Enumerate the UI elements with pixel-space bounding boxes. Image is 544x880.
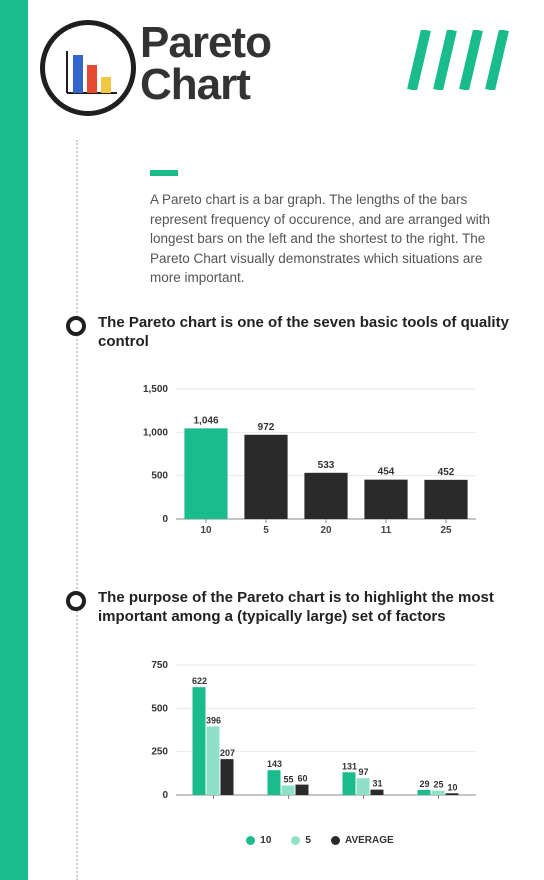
pareto-chart-2: 0 250 500 750 622 396 207 14355 60 13197 31 29 25 10 <box>126 655 486 825</box>
svg-text:622: 622 <box>192 676 207 686</box>
svg-text:25: 25 <box>433 779 443 789</box>
svg-text:143: 143 <box>267 759 282 769</box>
title-line1: Pareto <box>140 22 271 64</box>
slashes-icon <box>404 30 514 90</box>
svg-text:533: 533 <box>318 460 335 471</box>
legend-dot <box>291 836 300 845</box>
svg-text:1,046: 1,046 <box>193 416 218 427</box>
section-2: The purpose of the Pareto chart is to hi… <box>66 589 514 846</box>
logo-circle <box>40 20 136 116</box>
legend-item: 5 <box>291 835 311 846</box>
chart-2-wrap: 0 250 500 750 622 396 207 14355 60 13197 31 29 25 10 … <box>126 655 514 846</box>
svg-text:454: 454 <box>378 467 395 478</box>
section-1: The Pareto chart is one of the seven bas… <box>66 314 514 550</box>
svg-text:1,000: 1,000 <box>143 428 168 439</box>
legend-dot <box>246 836 255 845</box>
svg-text:11: 11 <box>381 525 392 536</box>
intro-block: A Pareto chart is a bar graph. The lengt… <box>150 170 514 288</box>
svg-text:0: 0 <box>162 514 168 525</box>
section-2-heading: The purpose of the Pareto chart is to hi… <box>98 589 514 627</box>
svg-text:10: 10 <box>200 525 212 536</box>
svg-text:1,500: 1,500 <box>143 384 168 395</box>
svg-text:29: 29 <box>419 779 429 789</box>
chart-1-wrap: 0 500 1,000 1,500 1,046 10 972 5 533 20 454 11 452 25 <box>126 379 514 549</box>
bullet-icon <box>66 316 86 336</box>
svg-text:500: 500 <box>151 703 168 714</box>
svg-text:31: 31 <box>372 778 382 788</box>
title-line2: Chart <box>140 64 271 106</box>
legend-label: AVERAGE <box>345 835 394 846</box>
content-area: Pareto Chart A Pareto chart is a bar gra… <box>40 0 524 880</box>
svg-text:250: 250 <box>151 746 168 757</box>
legend-item: AVERAGE <box>331 835 394 846</box>
svg-text:10: 10 <box>447 782 457 792</box>
legend-item: 10 <box>246 835 271 846</box>
accent-dash <box>150 170 178 176</box>
svg-text:500: 500 <box>151 471 168 482</box>
svg-text:20: 20 <box>320 525 332 536</box>
svg-text:25: 25 <box>440 525 452 536</box>
section-1-heading: The Pareto chart is one of the seven bas… <box>98 314 514 352</box>
svg-text:452: 452 <box>438 467 455 478</box>
bullet-icon <box>66 591 86 611</box>
logo-bars-icon <box>45 25 131 111</box>
chart-2-legend: 10 5 AVERAGE <box>126 835 514 846</box>
legend-label: 10 <box>260 835 271 846</box>
left-accent-stripe <box>0 0 28 880</box>
svg-text:0: 0 <box>162 790 168 801</box>
svg-text:5: 5 <box>263 525 269 536</box>
svg-text:131: 131 <box>342 761 357 771</box>
svg-text:396: 396 <box>206 715 221 725</box>
svg-text:207: 207 <box>220 748 235 758</box>
legend-label: 5 <box>305 835 311 846</box>
pareto-chart-1: 0 500 1,000 1,500 1,046 10 972 5 533 20 454 11 452 25 <box>126 379 486 549</box>
svg-text:60: 60 <box>297 773 307 783</box>
header: Pareto Chart <box>40 0 524 130</box>
svg-text:55: 55 <box>283 774 293 784</box>
svg-text:97: 97 <box>358 767 368 777</box>
svg-text:972: 972 <box>258 422 275 433</box>
slash-decoration <box>404 30 514 90</box>
svg-text:750: 750 <box>151 660 168 671</box>
intro-text: A Pareto chart is a bar graph. The lengt… <box>150 190 514 288</box>
legend-dot <box>331 836 340 845</box>
page-title: Pareto Chart <box>140 22 271 106</box>
